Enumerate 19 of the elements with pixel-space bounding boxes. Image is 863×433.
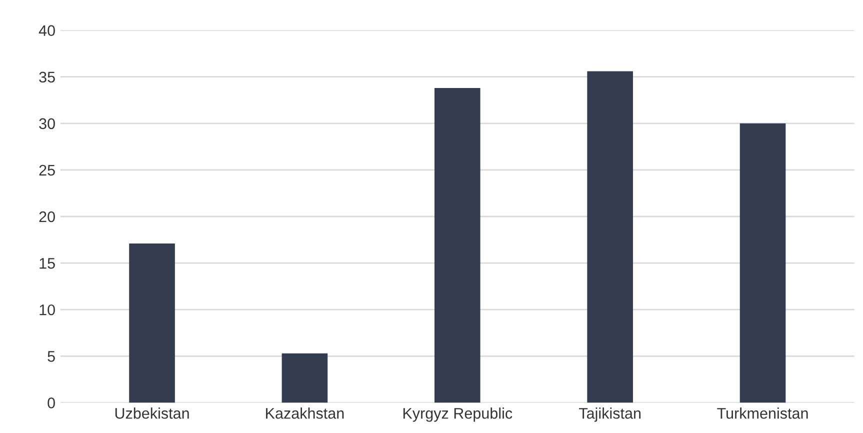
y-tick-label: 15 xyxy=(40,258,55,269)
y-tick-label: 0 xyxy=(48,398,55,408)
bar xyxy=(434,88,480,403)
y-tick-label: 35 xyxy=(39,72,55,83)
bar xyxy=(129,244,175,403)
bar xyxy=(740,123,786,403)
x-tick-label: Kyrgyz Republic xyxy=(403,408,512,422)
y-tick-label: 20 xyxy=(39,211,55,222)
x-tick-label: Uzbekistan xyxy=(115,408,189,419)
y-tick-label: 30 xyxy=(39,118,55,130)
y-tick-label: 40 xyxy=(38,25,55,36)
y-tick-label: 5 xyxy=(48,351,55,362)
x-tick-label: Turkmenistan xyxy=(717,408,808,419)
y-tick-label: 10 xyxy=(40,304,55,316)
y-tick-label: 25 xyxy=(39,164,55,176)
bar xyxy=(587,71,633,403)
x-tick-label: Tajikistan xyxy=(579,408,640,422)
x-tick-label: Kazakhstan xyxy=(266,408,344,419)
bar xyxy=(282,353,328,403)
